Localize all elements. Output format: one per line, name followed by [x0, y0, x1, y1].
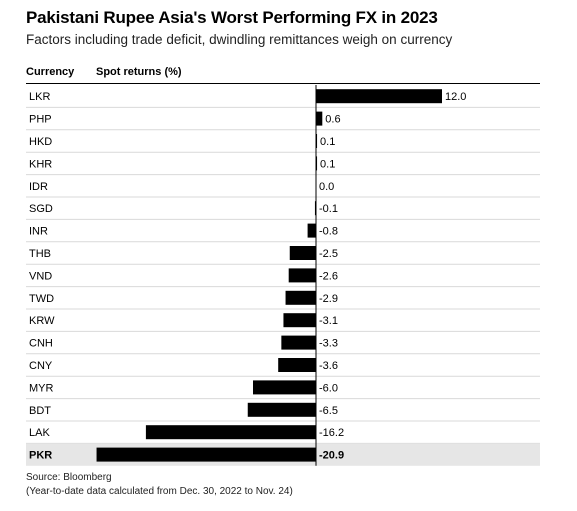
- bar-pkr: [96, 447, 316, 462]
- value-label-bdt: -6.5: [319, 405, 338, 417]
- value-label-inr: -0.8: [319, 226, 338, 238]
- chart-subtitle: Factors including trade deficit, dwindli…: [26, 32, 453, 47]
- bar-twd: [285, 290, 316, 305]
- value-label-hkd: 0.1: [320, 136, 335, 148]
- bar-hkd: [316, 134, 318, 148]
- value-label-twd: -2.9: [319, 293, 338, 305]
- category-label-myr: MYR: [29, 382, 54, 394]
- category-label-sgd: SGD: [29, 203, 53, 215]
- category-label-thb: THB: [29, 248, 51, 260]
- value-label-pkr: -20.9: [319, 450, 344, 462]
- value-label-vnd: -2.6: [319, 270, 338, 282]
- value-label-krw: -3.1: [319, 315, 338, 327]
- date-range-note: (Year-to-date data calculated from Dec. …: [26, 486, 293, 497]
- bar-bdt: [247, 402, 316, 417]
- bar-lkr: [316, 89, 442, 104]
- value-label-cnh: -3.3: [319, 338, 338, 350]
- bar-krw: [283, 313, 316, 328]
- category-label-bdt: BDT: [29, 405, 51, 417]
- category-label-inr: INR: [29, 226, 48, 238]
- category-label-cnh: CNH: [29, 338, 53, 350]
- currency-column-header: Currency: [26, 66, 75, 78]
- category-label-khr: KHR: [29, 158, 52, 170]
- bar-vnd: [288, 268, 316, 283]
- bar-cny: [278, 358, 316, 372]
- bar-sgd: [314, 201, 316, 216]
- value-label-lak: -16.2: [319, 427, 344, 439]
- category-label-idr: IDR: [29, 181, 48, 193]
- chart-title: Pakistani Rupee Asia's Worst Performing …: [26, 8, 438, 27]
- value-label-sgd: -0.1: [319, 203, 338, 215]
- category-label-krw: KRW: [29, 315, 55, 327]
- bar-php: [316, 111, 323, 126]
- bar-thb: [289, 246, 316, 260]
- bar-cnh: [281, 335, 316, 350]
- category-label-hkd: HKD: [29, 136, 52, 148]
- header-rule: [26, 83, 540, 84]
- bar-myr: [253, 380, 316, 395]
- category-label-lak: LAK: [29, 427, 50, 439]
- value-label-lkr: 12.0: [445, 91, 466, 103]
- value-label-khr: 0.1: [320, 158, 335, 170]
- category-label-lkr: LKR: [29, 91, 50, 103]
- bar-inr: [307, 223, 316, 238]
- category-label-twd: TWD: [29, 293, 54, 305]
- category-label-pkr: PKR: [29, 450, 52, 462]
- value-label-myr: -6.0: [319, 382, 338, 394]
- category-label-vnd: VND: [29, 270, 52, 282]
- value-label-idr: 0.0: [319, 181, 334, 193]
- category-label-php: PHP: [29, 114, 52, 126]
- value-label-cny: -3.6: [319, 360, 338, 372]
- source-note: Source: Bloomberg: [26, 472, 112, 483]
- bar-khr: [316, 156, 318, 171]
- value-label-php: 0.6: [325, 114, 340, 126]
- category-label-cny: CNY: [29, 360, 53, 372]
- bar-lak: [145, 425, 316, 440]
- returns-column-header: Spot returns (%): [96, 66, 182, 78]
- value-label-thb: -2.5: [319, 248, 338, 260]
